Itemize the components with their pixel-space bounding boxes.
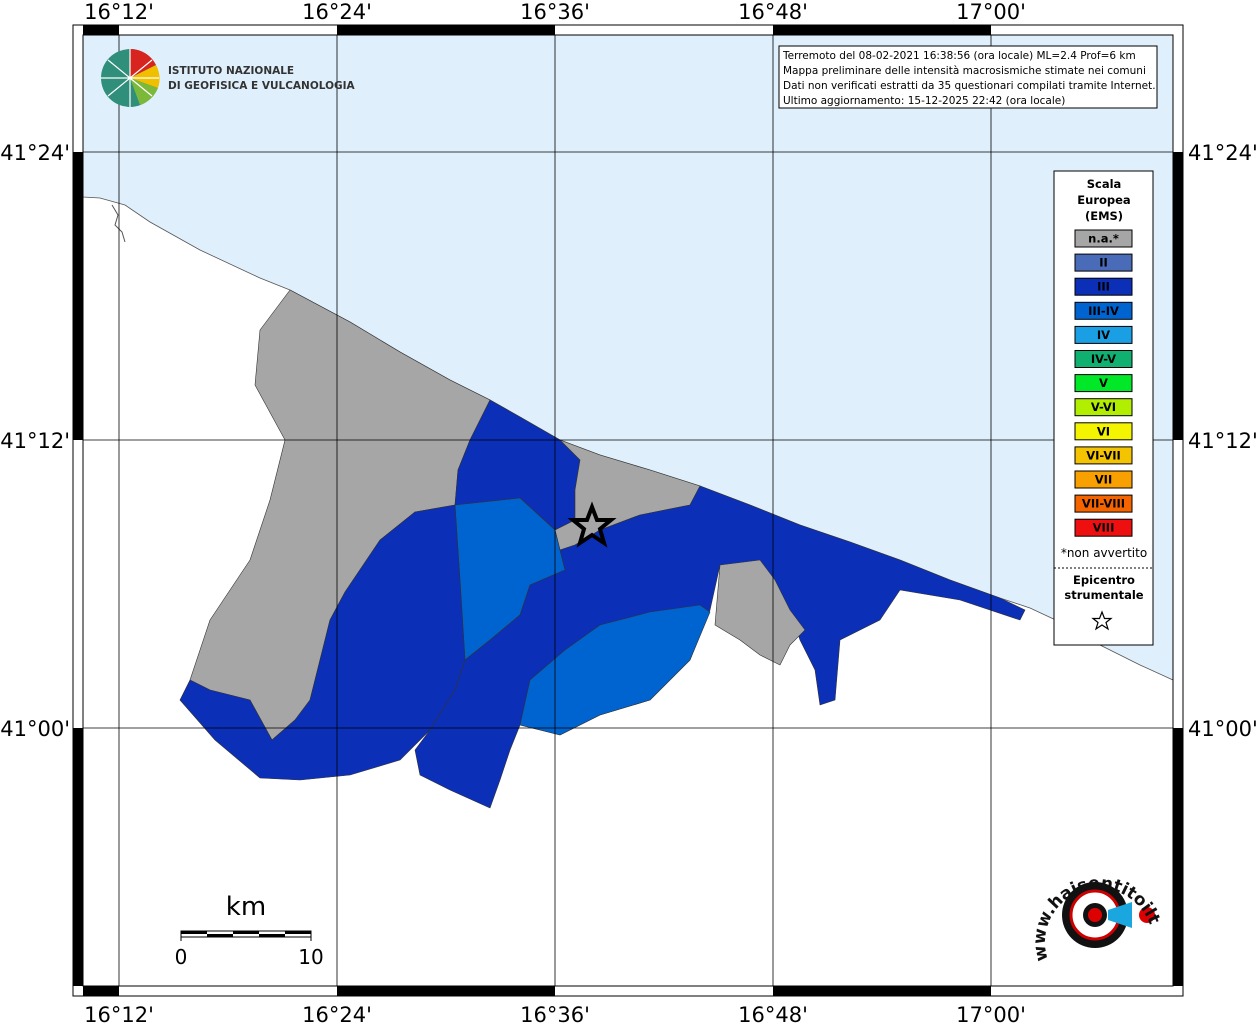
- lon-label: 16°12': [84, 1003, 154, 1024]
- lat-label: 41°12': [1188, 429, 1256, 453]
- frame: [72, 24, 1184, 997]
- legend-title: (EMS): [1085, 209, 1123, 223]
- lon-label: 16°24': [302, 1003, 372, 1024]
- legend-label: VIII: [1093, 521, 1115, 535]
- lon-label: 16°36': [520, 1003, 590, 1024]
- legend-label: VI: [1097, 424, 1110, 438]
- lon-label: 17°00': [956, 1003, 1026, 1024]
- legend-label: VII: [1095, 473, 1112, 487]
- lon-label: 16°24': [302, 0, 372, 24]
- scale-start: 0: [175, 945, 188, 969]
- legend-label: n.a.*: [1088, 232, 1119, 246]
- legend-swatch: [1074, 229, 1133, 248]
- lat-label: 41°24': [1188, 141, 1256, 165]
- lat-label: 41°00': [0, 717, 70, 741]
- legend-label: V: [1099, 376, 1108, 390]
- municipality: [714, 559, 806, 666]
- legend-note: *non avvertito: [1061, 546, 1147, 560]
- ingv-logo: ISTITUTO NAZIONALE DI GEOFISICA E VULCAN…: [101, 48, 356, 107]
- legend-label: IV: [1097, 328, 1110, 342]
- lon-label: 16°12': [84, 0, 154, 24]
- lon-label: 16°36': [520, 0, 590, 24]
- legend-epicenter: Epicentro: [1073, 573, 1135, 587]
- scale-unit: km: [226, 892, 266, 922]
- legend-label: II: [1099, 256, 1108, 270]
- legend-swatch: [1074, 398, 1133, 417]
- info-line: Ultimo aggiornamento: 15-12-2025 22:42 (…: [783, 95, 1065, 107]
- legend-label: III-IV: [1088, 304, 1119, 318]
- municipality: [519, 604, 711, 736]
- municipalities: [179, 289, 1026, 809]
- legend-label: V-VI: [1091, 400, 1116, 414]
- lat-label: 41°00': [1188, 717, 1256, 741]
- legend-label: IV-V: [1091, 352, 1116, 366]
- legend-swatch: [1074, 253, 1133, 272]
- legend-title: Europea: [1077, 193, 1130, 207]
- legend-swatch: [1074, 350, 1133, 368]
- legend-title: Scala: [1087, 177, 1122, 191]
- logo-text: DI GEOFISICA E VULCANOLOGIA: [168, 80, 356, 92]
- lon-label: 17°00': [956, 0, 1026, 24]
- legend-swatch: [1074, 277, 1133, 296]
- scale-end: 10: [298, 945, 323, 969]
- legend-label: VII-VIII: [1082, 497, 1125, 511]
- legend-swatch: [1074, 518, 1133, 537]
- legend-swatch: [1074, 325, 1133, 344]
- lat-label: 41°24': [0, 141, 70, 165]
- logo-text: ISTITUTO NAZIONALE: [168, 65, 294, 77]
- legend-swatch: [1074, 446, 1133, 465]
- scale-bar: km 0 10: [175, 892, 324, 969]
- legend-swatch: [1074, 301, 1133, 320]
- river: [111, 204, 126, 243]
- legend-label: III: [1097, 280, 1110, 294]
- legend-swatch: [1074, 374, 1133, 393]
- legend-swatch: [1074, 422, 1133, 441]
- info-line: Dati non verificati estratti da 35 quest…: [783, 80, 1156, 92]
- lon-label: 16°48': [738, 1003, 808, 1024]
- info-line: Terremoto del 08-02-2021 16:38:56 (ora l…: [782, 50, 1136, 62]
- info-box: [778, 45, 1158, 109]
- legend-swatch: [1074, 470, 1133, 489]
- legend-epicenter: strumentale: [1064, 588, 1143, 602]
- legend-label: VI-VII: [1086, 448, 1121, 462]
- info-line: Mappa preliminare delle intensità macros…: [783, 65, 1146, 77]
- legend-star: [1091, 610, 1113, 631]
- graticule: [83, 35, 1173, 986]
- epicenter: [567, 501, 617, 548]
- lon-label: 16°48': [738, 0, 808, 24]
- lat-label: 41°12': [0, 429, 70, 453]
- legend-swatch: [1074, 494, 1133, 513]
